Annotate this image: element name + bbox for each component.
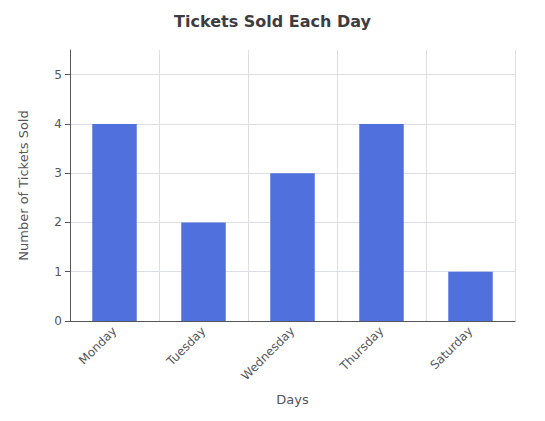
svg-text:Number of Tickets Sold: Number of Tickets Sold bbox=[16, 110, 31, 260]
svg-text:Tuesday: Tuesday bbox=[163, 324, 208, 369]
svg-text:Monday: Monday bbox=[76, 324, 119, 367]
svg-text:Thursday: Thursday bbox=[336, 324, 386, 374]
svg-text:0: 0 bbox=[54, 314, 62, 328]
svg-text:4: 4 bbox=[54, 117, 62, 131]
svg-text:Saturday: Saturday bbox=[427, 324, 475, 372]
svg-text:1: 1 bbox=[54, 265, 62, 279]
svg-text:Tickets Sold Each Day: Tickets Sold Each Day bbox=[174, 12, 371, 31]
svg-text:Days: Days bbox=[276, 392, 309, 407]
svg-text:Wednesday: Wednesday bbox=[238, 324, 297, 383]
svg-text:5: 5 bbox=[54, 68, 62, 82]
svg-text:2: 2 bbox=[54, 215, 62, 229]
svg-text:3: 3 bbox=[54, 166, 62, 180]
